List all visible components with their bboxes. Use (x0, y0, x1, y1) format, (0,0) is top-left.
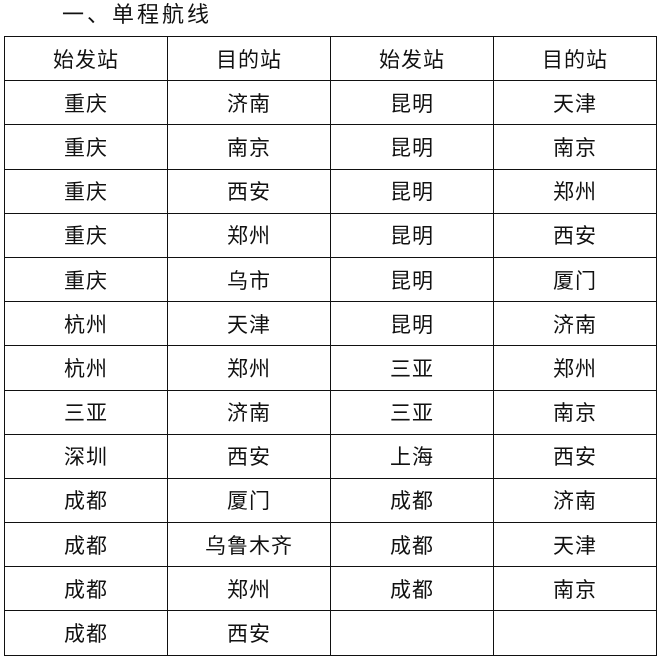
destination-cell: 厦门 (167, 477, 331, 524)
destination-cell: 西安 (493, 433, 657, 479)
destination-cell: 西安 (167, 610, 331, 656)
destination-cell: 济南 (493, 301, 657, 347)
origin-cell: 成都 (4, 566, 168, 612)
origin-cell: 重庆 (4, 212, 168, 258)
destination-cell: 天津 (493, 80, 657, 126)
column-header: 目的站 (167, 35, 331, 82)
table-row: 杭州 郑州 三亚 郑州 (4, 345, 657, 391)
table-row: 重庆 济南 昆明 天津 (4, 80, 657, 126)
origin-cell: 重庆 (4, 124, 168, 170)
table-row: 成都 西安 (4, 610, 657, 656)
routes-table: 始发站 目的站 始发站 目的站 重庆 济南 昆明 天津 重庆 南京 昆明 南京 重庆 西安 昆明 郑州 重庆 郑州… (4, 35, 657, 656)
origin-cell: 昆明 (330, 301, 494, 347)
table-row: 成都 厦门 成都 济南 (4, 477, 657, 524)
table-row: 深圳 西安 上海 西安 (4, 433, 657, 479)
origin-cell (330, 610, 494, 656)
table-row: 重庆 乌市 昆明 厦门 (4, 256, 657, 303)
destination-cell: 济南 (167, 389, 331, 435)
table-row: 重庆 郑州 昆明 西安 (4, 212, 657, 258)
origin-cell: 成都 (4, 477, 168, 524)
destination-cell: 南京 (167, 124, 331, 170)
origin-cell: 重庆 (4, 80, 168, 126)
destination-cell: 厦门 (493, 256, 657, 303)
origin-cell: 杭州 (4, 301, 168, 347)
destination-cell: 郑州 (493, 168, 657, 214)
origin-cell: 三亚 (330, 389, 494, 435)
table-row: 重庆 西安 昆明 郑州 (4, 168, 657, 214)
origin-cell: 昆明 (330, 256, 494, 303)
origin-cell: 三亚 (330, 345, 494, 391)
destination-cell: 乌市 (167, 256, 331, 303)
destination-cell: 南京 (493, 124, 657, 170)
destination-cell: 西安 (493, 212, 657, 258)
origin-cell: 昆明 (330, 212, 494, 258)
destination-cell: 郑州 (167, 345, 331, 391)
origin-cell: 昆明 (330, 168, 494, 214)
origin-cell: 重庆 (4, 168, 168, 214)
table-row: 杭州 天津 昆明 济南 (4, 301, 657, 347)
destination-cell: 天津 (167, 301, 331, 347)
origin-cell: 成都 (330, 522, 494, 568)
destination-cell: 南京 (493, 389, 657, 435)
table-row: 三亚 济南 三亚 南京 (4, 389, 657, 435)
destination-cell: 乌鲁木齐 (167, 522, 331, 568)
destination-cell: 南京 (493, 566, 657, 612)
table-row: 成都 乌鲁木齐 成都 天津 (4, 522, 657, 568)
origin-cell: 成都 (4, 610, 168, 656)
origin-cell: 昆明 (330, 80, 494, 126)
header-row: 始发站 目的站 始发站 目的站 (4, 35, 657, 82)
destination-cell: 郑州 (167, 566, 331, 612)
origin-cell: 上海 (330, 433, 494, 479)
origin-cell: 成都 (330, 477, 494, 524)
destination-cell: 济南 (167, 80, 331, 126)
origin-cell: 三亚 (4, 389, 168, 435)
column-header: 始发站 (330, 35, 494, 82)
destination-cell: 西安 (167, 168, 331, 214)
origin-cell: 杭州 (4, 345, 168, 391)
origin-cell: 成都 (330, 566, 494, 612)
destination-cell: 西安 (167, 433, 331, 479)
destination-cell: 天津 (493, 522, 657, 568)
origin-cell: 重庆 (4, 256, 168, 303)
destination-cell: 郑州 (167, 212, 331, 258)
destination-cell (493, 610, 657, 656)
origin-cell: 深圳 (4, 433, 168, 479)
column-header: 目的站 (493, 35, 657, 82)
column-header: 始发站 (4, 35, 168, 82)
origin-cell: 成都 (4, 522, 168, 568)
table-row: 成都 郑州 成都 南京 (4, 566, 657, 612)
origin-cell: 昆明 (330, 124, 494, 170)
table-row: 重庆 南京 昆明 南京 (4, 124, 657, 170)
destination-cell: 济南 (493, 477, 657, 524)
destination-cell: 郑州 (493, 345, 657, 391)
section-title: 一、单程航线 (62, 3, 213, 28)
